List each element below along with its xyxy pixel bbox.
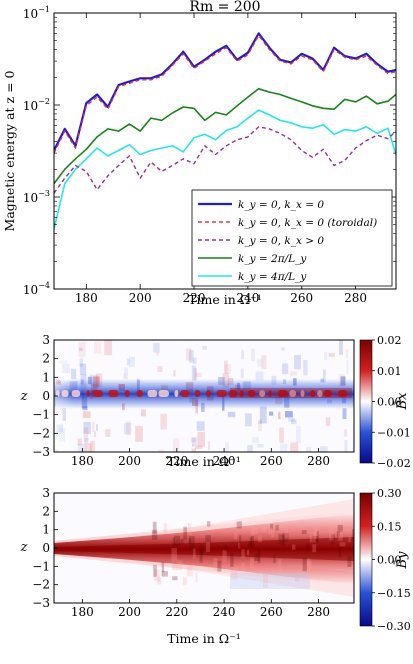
x-tick-label: 180 <box>75 291 98 305</box>
bx-heatmap <box>54 340 354 452</box>
series-line-4 <box>54 109 396 230</box>
colorbar-tick-label: 0.30 <box>377 487 402 500</box>
heat-y-tick-label: 0 <box>42 541 50 555</box>
heat-y-tick-label: −3 <box>32 596 50 610</box>
by-x-axis-label: Time in Ω⁻¹ <box>167 631 241 646</box>
heat-x-tick-label: 280 <box>307 605 330 619</box>
colorbar-tick-label: 0.02 <box>377 334 402 347</box>
series-line-1 <box>54 34 396 154</box>
legend-label: k_y = 2π/L_y <box>238 253 307 265</box>
heat-y-tick-label: −2 <box>32 578 50 592</box>
colorbar-tick-label: 0.01 <box>377 365 402 378</box>
bx-x-axis-label: Time in Ω⁻¹ <box>167 454 241 469</box>
legend-label: k_y = 4π/L_y <box>238 271 307 283</box>
heat-y-tick-label: 3 <box>42 486 50 500</box>
series-line-2 <box>54 126 396 194</box>
heat-y-tick-label: −3 <box>32 445 50 459</box>
y-tick-label: 10−2 <box>23 97 50 113</box>
energy-plot-frame <box>53 12 397 290</box>
colorbar-tick-label: −0.15 <box>377 587 411 600</box>
x-tick-label: 200 <box>129 291 152 305</box>
by-colorbar <box>359 492 373 627</box>
by-heatmap <box>54 493 354 603</box>
x-tick-label: 260 <box>290 291 313 305</box>
y-tick-label: 10−4 <box>23 281 50 297</box>
bx-colorbar-label: B̄x <box>394 392 410 411</box>
colorbar-tick-label: −0.30 <box>377 620 411 633</box>
heat-y-tick-label: 0 <box>42 389 50 403</box>
heat-x-tick-label: 260 <box>260 605 283 619</box>
by-axis-ticks: 180 200 220 240 260 280 3 2 1 0 −1 −2 −3 <box>32 486 330 619</box>
chart-title: Rm = 200 <box>189 0 260 15</box>
heat-y-tick-label: 2 <box>42 352 50 366</box>
heat-x-tick-label: 180 <box>71 605 94 619</box>
heat-y-tick-label: 1 <box>42 370 50 384</box>
heat-y-tick-label: −1 <box>32 559 50 573</box>
heat-y-tick-label: 3 <box>42 333 50 347</box>
legend-box <box>191 189 393 287</box>
legend-label: k_y = 0, k_x = 0 <box>238 199 324 211</box>
legend-label: k_y = 0, k_x > 0 <box>238 235 324 247</box>
by-y-axis-label: z <box>20 540 28 555</box>
colorbar-tick-label: −0.01 <box>377 426 411 439</box>
bx-axis-ticks: 180 200 220 240 260 280 3 2 1 0 −1 −2 −3 <box>32 333 330 468</box>
bx-panel: 180 200 220 240 260 280 3 2 1 0 −1 −2 −3 Time in Ω⁻¹… <box>20 333 411 470</box>
colorbar-tick-label: −0.02 <box>377 457 411 470</box>
y-tick-label: 10−1 <box>23 5 50 21</box>
heat-y-tick-label: −2 <box>32 426 50 440</box>
energy-x-axis-label: Time in Ω⁻¹ <box>188 292 262 307</box>
heat-x-tick-label: 280 <box>307 454 330 468</box>
heat-x-tick-label: 220 <box>165 454 188 468</box>
y-tick-label: 10−3 <box>23 189 50 205</box>
heat-x-tick-label: 240 <box>213 605 236 619</box>
bx-colorbar <box>359 339 373 464</box>
series-line-3 <box>54 88 396 185</box>
heat-x-tick-label: 200 <box>118 454 141 468</box>
by-colorbar-ticks: 0.30 0.15 0.00 −0.15 −0.30 <box>372 487 411 633</box>
series-line-0 <box>54 32 396 151</box>
colorbar-tick-label: 0.00 <box>377 396 402 409</box>
x-tick-label: 280 <box>344 291 367 305</box>
heat-y-tick-label: 2 <box>42 504 50 518</box>
colorbar-tick-label: 0.15 <box>377 520 402 533</box>
heat-x-tick-label: 180 <box>71 454 94 468</box>
energy-axis-ticks: 180 200 220 240 260 280 10−4 10−3 10−2 10−1 <box>23 5 396 305</box>
heat-y-tick-label: −1 <box>32 408 50 422</box>
heat-x-tick-label: 260 <box>260 454 283 468</box>
by-panel: 180 200 220 240 260 280 3 2 1 0 −1 −2 −3 Time in Ω⁻¹… <box>20 486 411 646</box>
colorbar-tick-label: 0.00 <box>377 554 402 567</box>
x-tick-label: 240 <box>236 291 259 305</box>
x-tick-label: 220 <box>183 291 206 305</box>
heat-x-tick-label: 200 <box>118 605 141 619</box>
heat-y-tick-label: 1 <box>42 523 50 537</box>
heat-x-tick-label: 220 <box>165 605 188 619</box>
energy-panel: Rm = 200 180 200 220 240 260 28010−410−310−21… <box>2 0 397 307</box>
bx-y-axis-label: z <box>20 389 28 404</box>
legend: k_y = 0, k_x = 0 k_y = 0, k_x = 0 (toroid… <box>191 189 393 287</box>
bx-colorbar-ticks: 0.02 0.01 0.00 −0.01 −0.02 <box>372 334 411 470</box>
heat-x-tick-label: 240 <box>213 454 236 468</box>
energy-series-group <box>54 32 396 230</box>
energy-y-axis-label: Magnetic energy at z = 0 <box>2 70 17 231</box>
legend-label: k_y = 0, k_x = 0 (toroidal) <box>238 217 377 229</box>
by-colorbar-label: B̄y <box>394 551 410 570</box>
